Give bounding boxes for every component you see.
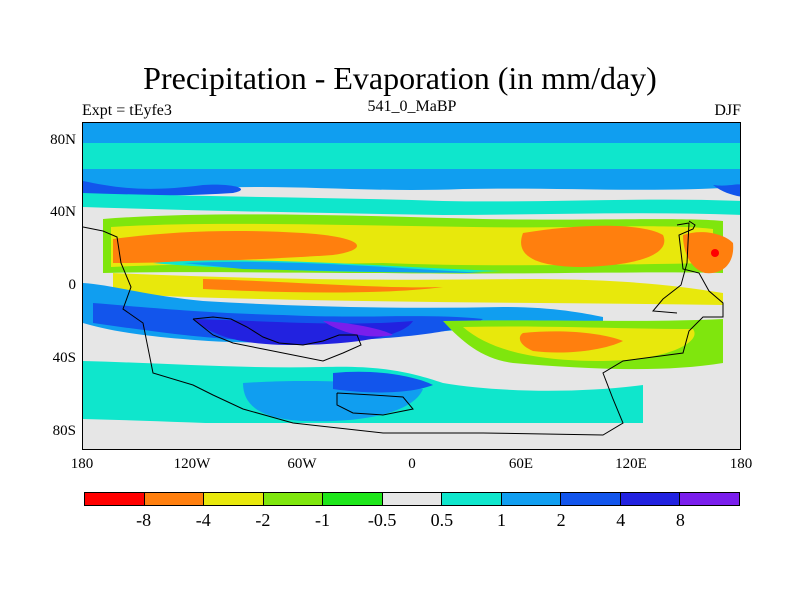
colorbar-label: -1 [315, 510, 331, 530]
colorbar-label: 1 [496, 510, 506, 530]
lon-label-180w: 180 [70, 456, 94, 472]
lat-label-80n: 80N [50, 132, 76, 148]
colorbar-label: -8 [136, 510, 152, 530]
band-polar-n [83, 123, 740, 143]
band-mid-n [83, 193, 740, 215]
continent-outline-south [192, 316, 362, 362]
band-storm-n [83, 169, 740, 191]
colorbar-label: 4 [616, 510, 626, 530]
colorbar-box [85, 493, 145, 505]
experiment-label: Expt = tEyfe3 [82, 102, 172, 119]
colorbar-box [323, 493, 383, 505]
dry-peak-e [711, 249, 719, 257]
lat-label-80s: 80S [52, 423, 76, 439]
colorbar-label: -4 [195, 510, 211, 530]
band-storm-n-east [713, 184, 740, 197]
continent-outline-island [336, 392, 414, 416]
band-mid-s-core [333, 371, 433, 393]
lat-label-0: 0 [68, 277, 77, 293]
colorbar-box [204, 493, 264, 505]
colorbar-box [382, 493, 443, 505]
colorbar-label: 8 [675, 510, 685, 530]
season-label: DJF [714, 102, 741, 119]
colorbar-label: 2 [556, 510, 566, 530]
dry-core-eq [203, 279, 443, 293]
continent-outline-east [652, 222, 690, 314]
lon-label-180e: 180 [729, 456, 753, 472]
colorbar-label: -0.5 [367, 510, 397, 530]
lon-label-0: 0 [408, 456, 416, 472]
map-title: Precipitation - Evaporation (in mm/day) [143, 60, 657, 96]
lon-label-60w: 60W [287, 456, 317, 472]
lon-label-120w: 120W [173, 456, 211, 472]
colorbar-label: -2 [255, 510, 271, 530]
itcz-wet-core [183, 261, 483, 273]
dry-core-nw [113, 231, 357, 263]
lon-label-120e: 120E [615, 456, 647, 472]
continent-outline-main [83, 220, 724, 436]
lon-label-60e: 60E [508, 456, 534, 472]
lat-label-40s: 40S [52, 350, 76, 366]
dry-core-e [683, 232, 734, 274]
dry-core-ne [521, 225, 665, 267]
band-wet-s-peak [323, 321, 393, 337]
colorbar-box [561, 493, 621, 505]
colorbar-box [620, 493, 681, 505]
colorbar-box [680, 493, 740, 505]
colorbar-box [144, 493, 205, 505]
colorbar-box [442, 493, 502, 505]
band-storm-n-core [83, 181, 242, 197]
map-panel [82, 122, 741, 450]
colorbar [84, 492, 740, 506]
colorbar-box [263, 493, 324, 505]
colorbar-box [501, 493, 562, 505]
time-label: 541_0_MaBP [367, 98, 457, 115]
colorbar-label: 0.5 [430, 510, 454, 530]
band-high-n [83, 143, 740, 169]
band-polar-s [83, 423, 740, 449]
contour-map [83, 123, 740, 449]
dry-core-s [519, 331, 623, 353]
lat-label-40n: 40N [50, 204, 76, 220]
